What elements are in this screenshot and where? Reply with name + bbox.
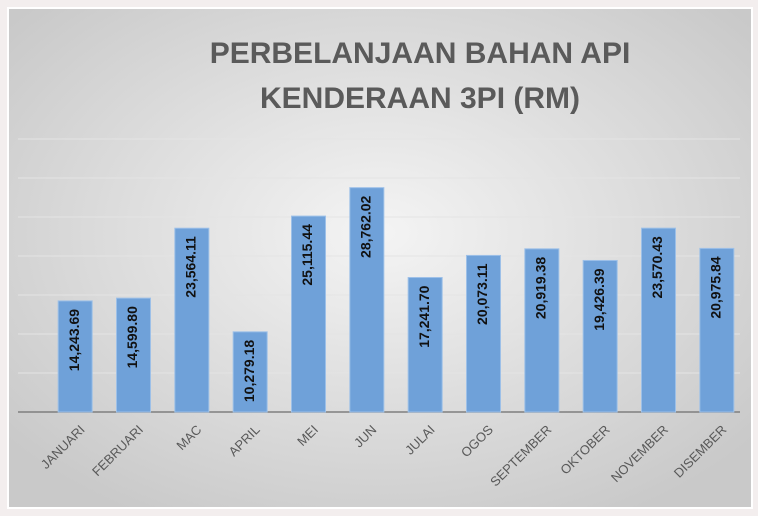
value-label: 28,762.02 bbox=[358, 195, 374, 257]
value-label: 14,243.69 bbox=[66, 309, 82, 371]
value-label: 17,241.70 bbox=[416, 285, 432, 347]
chart-title: KENDERAAN 3PI (RM) bbox=[260, 82, 580, 115]
bar bbox=[116, 297, 151, 413]
value-label: 25,115.44 bbox=[299, 224, 315, 286]
bar bbox=[174, 227, 210, 413]
value-label: 10,279.18 bbox=[241, 340, 257, 402]
value-label: 20,975.84 bbox=[708, 256, 724, 318]
bar bbox=[349, 187, 385, 413]
value-label: 23,570.43 bbox=[649, 236, 665, 298]
bar bbox=[466, 254, 501, 413]
chart-title: PERBELANJAAN BAHAN API bbox=[210, 37, 631, 70]
bar bbox=[407, 277, 443, 413]
value-label: 20,919.38 bbox=[533, 257, 549, 319]
value-label: 20,073.11 bbox=[474, 263, 490, 325]
bar bbox=[641, 227, 676, 413]
value-label: 23,564.11 bbox=[183, 236, 199, 298]
bar bbox=[699, 247, 735, 413]
bar bbox=[582, 259, 618, 413]
value-label: 19,426.39 bbox=[591, 268, 607, 330]
bar bbox=[232, 331, 268, 413]
bar bbox=[524, 248, 560, 413]
bar bbox=[291, 215, 326, 413]
value-label: 14,599.80 bbox=[124, 306, 140, 368]
bar bbox=[57, 300, 93, 413]
